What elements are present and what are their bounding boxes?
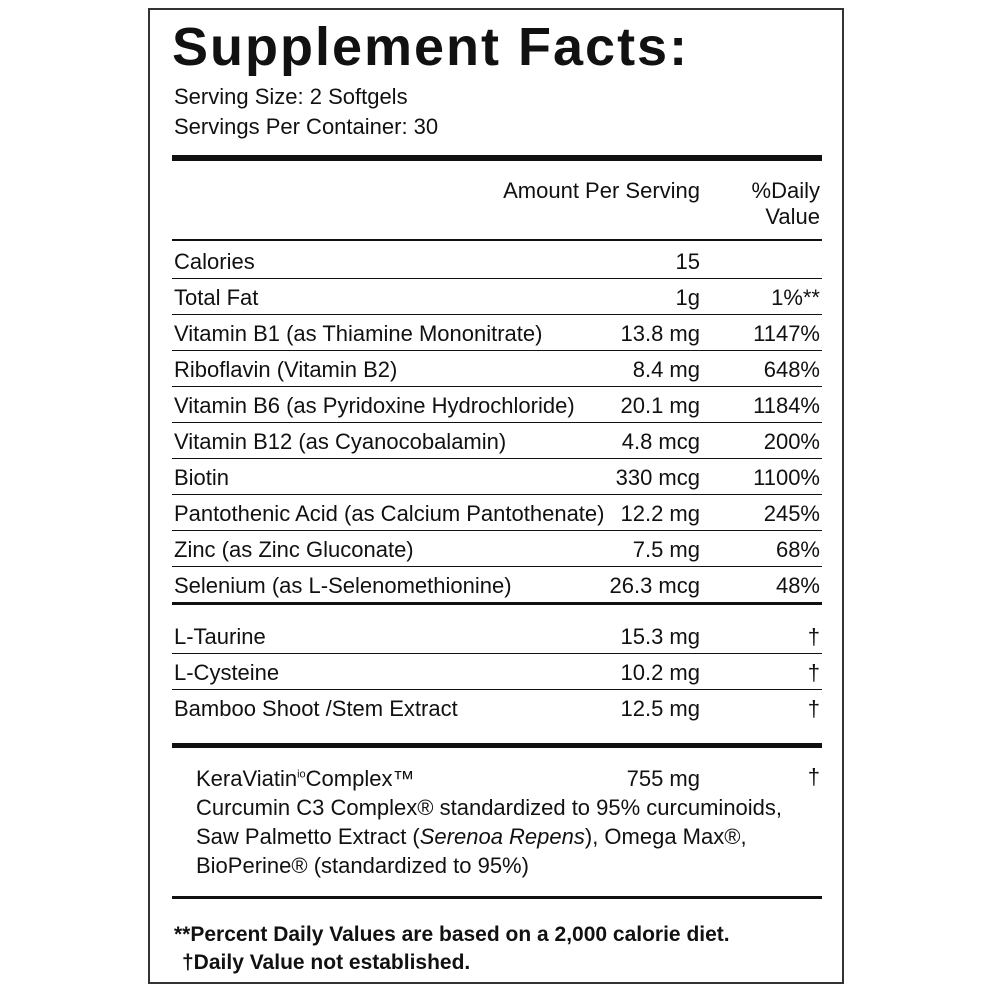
nutrient-dv: 1184% [753,393,820,418]
nutrient-amount: 12.5 mg [620,696,701,721]
text: ), Omega Max®, [584,824,747,849]
nutrient-name: Biotin [174,465,230,490]
nutrient-dv: 200% [763,429,820,454]
footnote: **Percent Daily Values are based on a 2,… [174,923,730,946]
nutrient-amount: 10.2 mg [620,660,701,685]
dv-header: %Daily [751,178,820,203]
dv-header: Value [765,204,820,229]
nutrient-amount: 26.3 mcg [609,573,701,598]
blend-name: KeraViatinioComplex™ [196,768,414,790]
blend-text: BioPerine® (standardized to 95%) [196,853,529,878]
nutrient-dv: 68% [775,537,820,562]
nutrient-name: Total Fat [174,285,259,310]
nutrient-name: Selenium (as L-Selenomethionine) [174,573,512,598]
blend-text: Curcumin C3 Complex® standardized to 95%… [196,795,783,820]
nutrient-dv: 1100% [753,465,820,490]
rule [172,494,822,495]
nutrient-amount: 4.8 mcg [621,429,700,454]
rule [172,278,822,279]
nutrient-dv: † [807,696,820,721]
rule [172,314,822,315]
servings-per-container: Servings Per Container: 30 [174,114,439,139]
nutrient-name: Calories [174,249,255,274]
rule [172,350,822,351]
text: Serenoa Repens [419,824,585,849]
rule [172,896,822,899]
nutrient-amount: 15 [675,249,700,274]
nutrient-dv: 48% [775,573,820,598]
title: Supplement Facts: [172,17,690,77]
nutrient-dv: 648% [763,357,820,382]
footnote: †Daily Value not established. [182,951,471,974]
nutrient-name: L-Taurine [174,624,266,649]
nutrient-dv: 1%** [771,285,820,310]
rule [172,530,822,531]
thick-rule [172,155,822,161]
text: io [297,768,306,781]
text: Saw Palmetto Extract ( [196,824,420,849]
rule [172,458,822,459]
rule [172,689,822,690]
blend-amount: 755 mg [626,766,700,791]
nutrient-name: Riboflavin (Vitamin B2) [174,357,398,382]
nutrient-amount: 1g [675,285,700,310]
rule [172,386,822,387]
amount-header: Amount Per Serving [503,178,700,203]
nutrient-amount: 15.3 mg [620,624,701,649]
thick-rule [172,743,822,748]
nutrient-amount: 8.4 mg [632,357,700,382]
rule [172,566,822,567]
blend-dv: † [807,764,820,789]
rule [172,653,822,654]
nutrient-dv: † [807,660,820,685]
nutrient-name: Pantothenic Acid (as Calcium Pantothenat… [174,501,605,526]
nutrient-amount: 7.5 mg [632,537,700,562]
nutrient-name: Vitamin B6 (as Pyridoxine Hydrochloride) [174,393,575,418]
nutrient-name: Bamboo Shoot /Stem Extract [174,696,458,721]
rule [172,239,822,241]
nutrient-dv: † [807,624,820,649]
label-border [148,8,844,984]
nutrient-name: L-Cysteine [174,660,280,685]
text: KeraViatin [196,766,298,791]
nutrient-name: Vitamin B1 (as Thiamine Mononitrate) [174,321,543,346]
nutrient-name: Vitamin B12 (as Cyanocobalamin) [174,429,507,454]
serving-size: Serving Size: 2 Softgels [174,84,408,109]
blend-text: Saw Palmetto Extract (Serenoa Repens), O… [196,826,747,848]
nutrient-amount: 330 mcg [615,465,700,490]
nutrient-amount: 12.2 mg [620,501,701,526]
text: Complex™ [305,766,415,791]
nutrient-amount: 13.8 mg [620,321,701,346]
rule [172,422,822,423]
nutrient-name: Zinc (as Zinc Gluconate) [174,537,414,562]
rule [172,602,822,605]
nutrient-amount: 20.1 mg [620,393,701,418]
nutrient-dv: 1147% [753,321,820,346]
nutrient-dv: 245% [763,501,820,526]
